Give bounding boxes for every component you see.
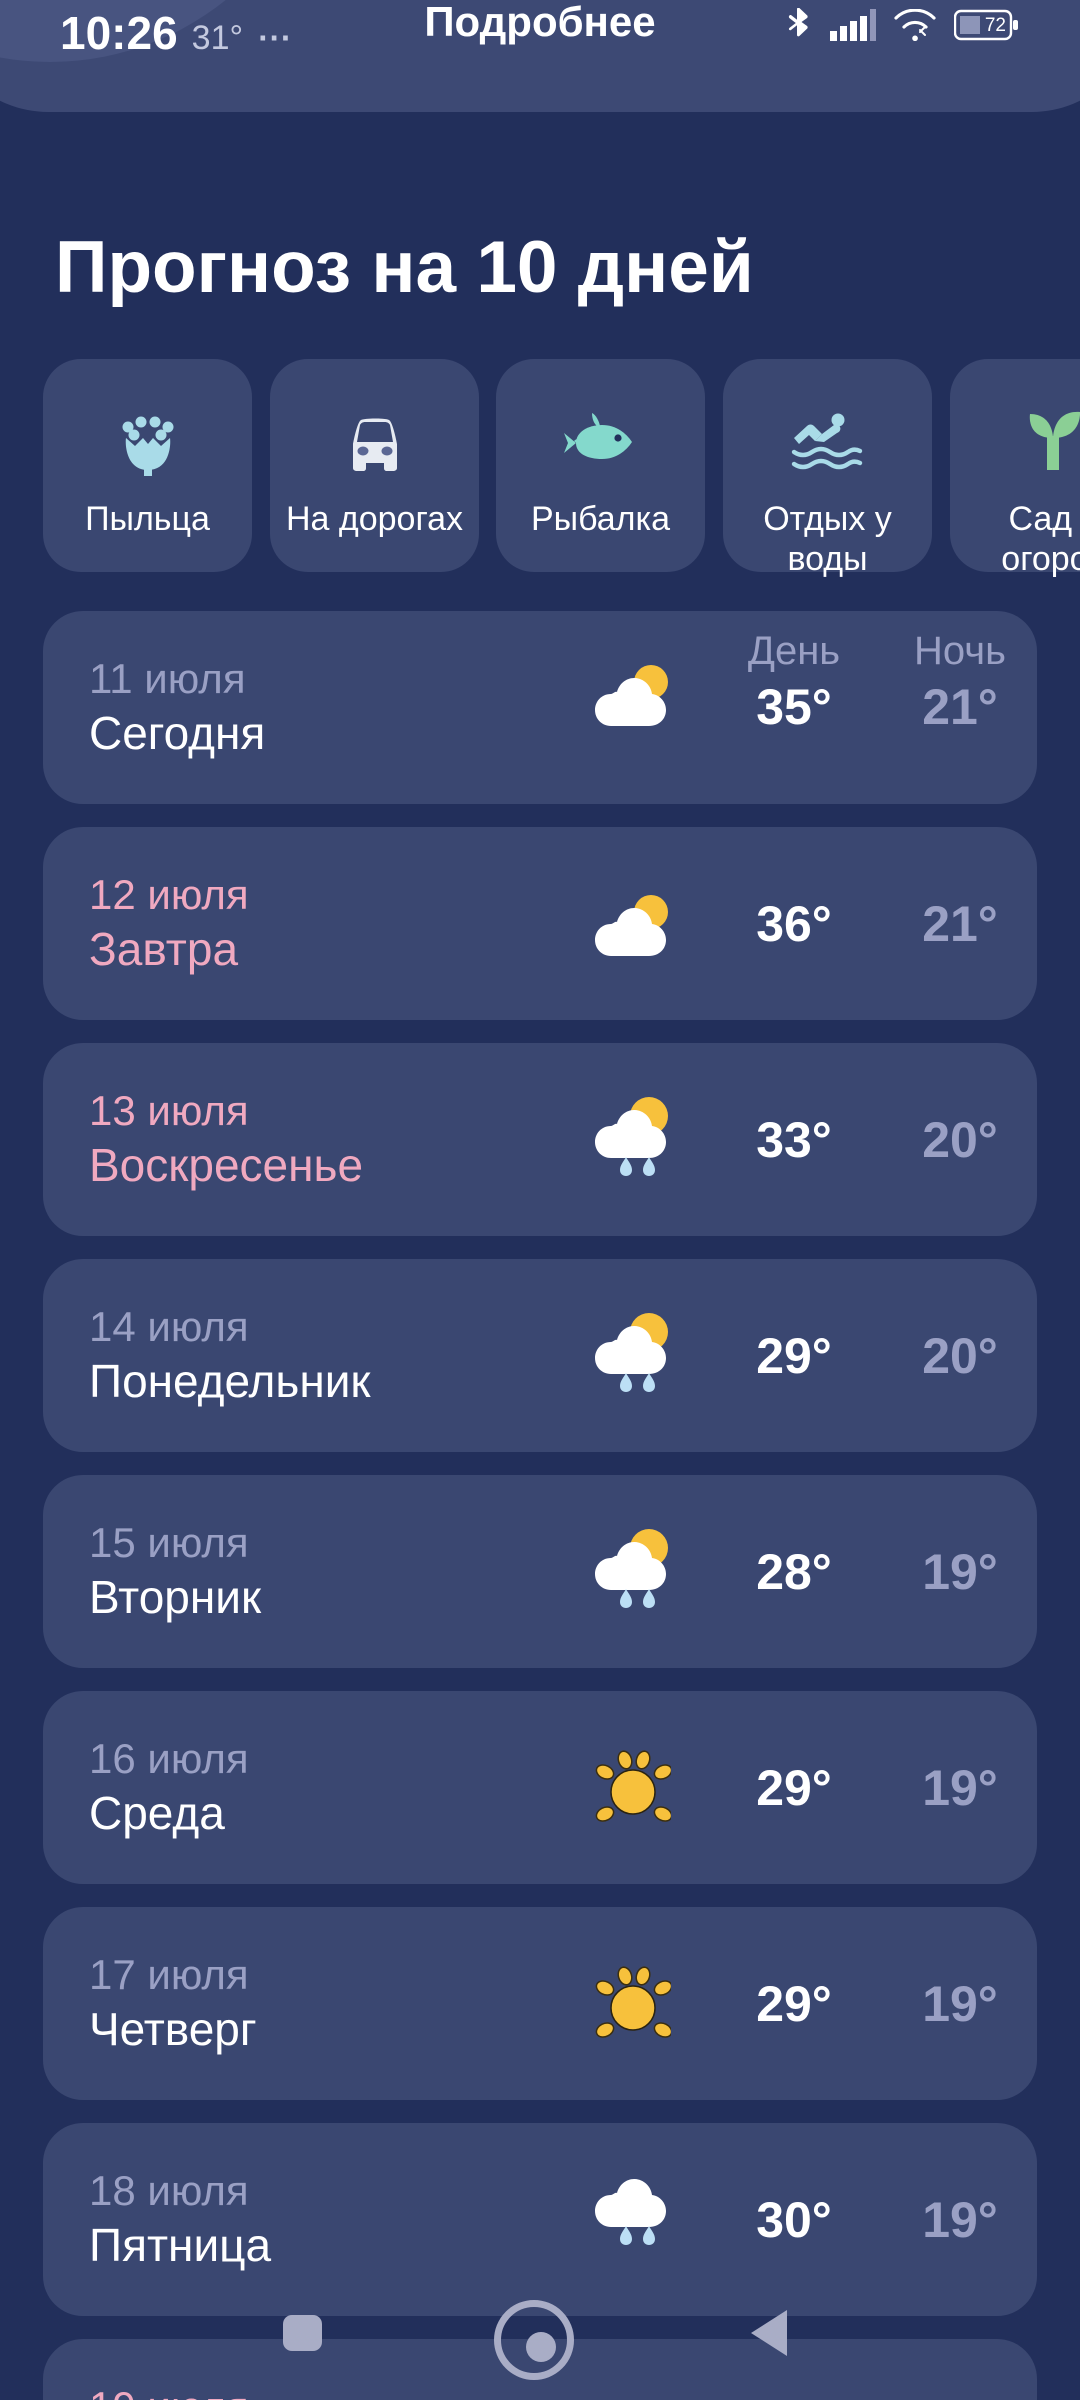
svg-text:72: 72 (985, 15, 1006, 36)
